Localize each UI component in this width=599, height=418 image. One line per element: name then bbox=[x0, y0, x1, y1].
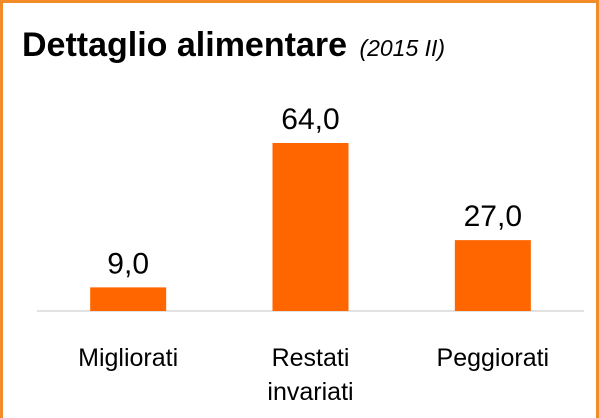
x-tick-label: Peggiorati bbox=[437, 344, 550, 372]
data-label: 64,0 bbox=[281, 103, 339, 136]
bar bbox=[90, 287, 167, 311]
chart-subtitle: (2015 II) bbox=[359, 35, 445, 61]
data-label: 9,0 bbox=[107, 247, 149, 280]
x-tick-label: Migliorati bbox=[78, 344, 178, 372]
data-label: 27,0 bbox=[464, 200, 522, 233]
chart-title: Dettaglio alimentare bbox=[22, 26, 347, 64]
bar bbox=[272, 143, 349, 311]
bar bbox=[454, 240, 531, 311]
x-tick-label: Restati invariati bbox=[267, 344, 353, 406]
chart-heading: Dettaglio alimentare (2015 II) bbox=[22, 26, 445, 64]
